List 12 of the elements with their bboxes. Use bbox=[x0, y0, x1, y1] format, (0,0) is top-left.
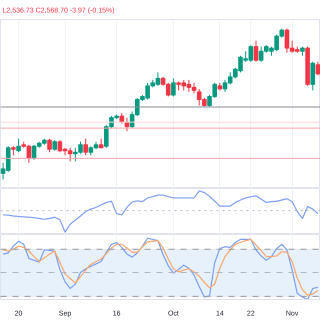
candlestick bbox=[11, 146, 16, 156]
candlestick bbox=[16, 138, 21, 153]
candlestick bbox=[47, 138, 52, 153]
candlestick bbox=[98, 138, 104, 148]
candlestick bbox=[254, 40, 258, 62]
candlestick bbox=[316, 61, 320, 76]
candlestick bbox=[171, 78, 176, 97]
candlestick bbox=[310, 61, 316, 91]
candlestick bbox=[52, 140, 57, 152]
candlestick bbox=[300, 46, 305, 56]
candlestick bbox=[124, 117, 130, 132]
candlestick bbox=[83, 138, 88, 156]
